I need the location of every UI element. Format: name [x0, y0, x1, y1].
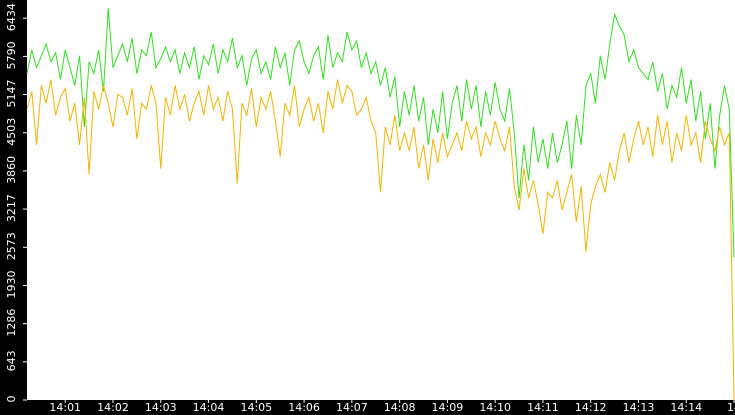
x-tick-label: 14:04 — [193, 401, 225, 414]
x-tick-label: 14:03 — [145, 401, 177, 414]
x-tick-label: 14:05 — [240, 401, 272, 414]
y-tick-label: 0 — [5, 396, 18, 403]
series-line — [26, 79, 735, 401]
y-tick-label: 2573 — [5, 232, 18, 260]
x-tick-label: 14:12 — [575, 401, 607, 414]
x-tick-label: 14:06 — [288, 401, 320, 414]
x-tick-label: 14:08 — [384, 401, 416, 414]
y-tick-label: 3217 — [5, 194, 18, 222]
y-tick-label: 5790 — [5, 41, 18, 69]
y-tick-label: 1286 — [5, 309, 18, 337]
x-axis-strip — [0, 400, 735, 415]
y-tick-label: 4503 — [5, 118, 18, 146]
y-tick-label: 1930 — [5, 270, 18, 298]
x-tick-label: 14:10 — [479, 401, 511, 414]
y-tick-label: 6434 — [5, 3, 18, 31]
x-tick-label: 14:01 — [49, 401, 81, 414]
x-tick-label: 14:14 — [670, 401, 702, 414]
y-tick-label: 643 — [5, 350, 18, 371]
x-tick-label: 14:13 — [623, 401, 655, 414]
y-axis-strip — [0, 0, 27, 415]
series-line — [26, 8, 735, 258]
x-tick-label: 14:11 — [527, 401, 559, 414]
x-tick-label: 14:09 — [432, 401, 464, 414]
y-tick-label: 3860 — [5, 156, 18, 184]
x-tick-label: 14 — [727, 401, 735, 414]
x-tick-label: 14:02 — [97, 401, 129, 414]
y-tick-label: 5147 — [5, 80, 18, 108]
x-tick-label: 14:07 — [336, 401, 368, 414]
